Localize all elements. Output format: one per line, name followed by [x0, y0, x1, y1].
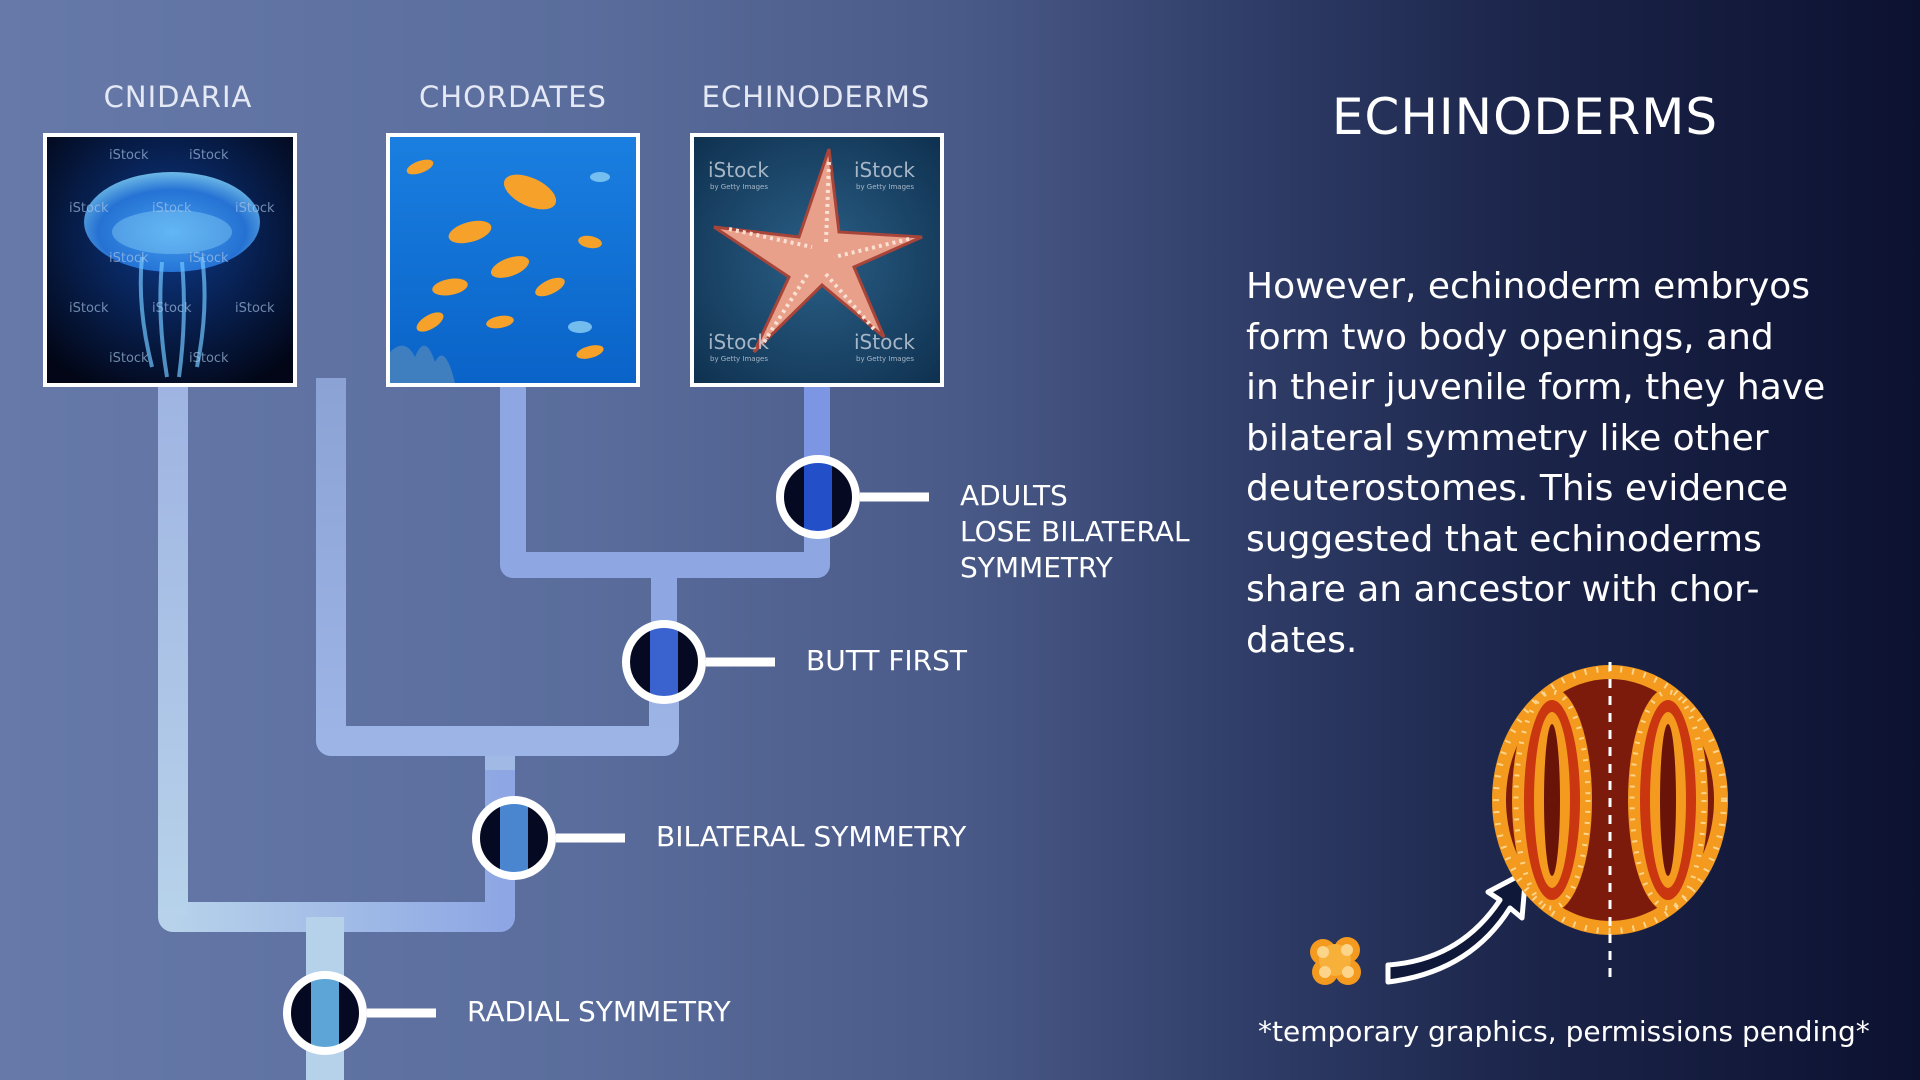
embryo-illustration: [1310, 662, 1728, 985]
watermark-text: iStock: [189, 148, 229, 163]
body-line: bilateral symmetry like other: [1246, 417, 1769, 459]
body-line: suggested that echinoderms: [1246, 518, 1762, 560]
body-line: However, echinoderm embryos: [1246, 266, 1811, 307]
body-line: share an ancestor with chor-: [1246, 569, 1760, 610]
node-label-line: SYMMETRY: [960, 551, 1113, 584]
group-label-chordates: CHORDATES: [419, 80, 607, 114]
watermark-text: iStock: [152, 301, 192, 316]
body-line: in their juvenile form, they have: [1246, 367, 1826, 408]
starfish-photo: iStock by Getty Images iStock by Getty I…: [690, 133, 944, 387]
body-line: form two body openings, and: [1246, 316, 1774, 358]
watermark-text: iStock: [189, 351, 229, 366]
watermark-text: iStock: [235, 201, 275, 216]
node-label-line: BILATERAL SYMMETRY: [656, 820, 967, 853]
group-label-cnidaria: CNIDARIA: [103, 80, 253, 114]
node-label-line: LOSE BILATERAL: [960, 515, 1190, 548]
body-line: deuterostomes. This evidence: [1246, 468, 1789, 509]
watermark-subtext: by Getty Images: [856, 355, 914, 363]
watermark-subtext: by Getty Images: [710, 355, 768, 363]
watermark-text: iStock: [109, 148, 149, 163]
watermark-text: iStock: [152, 201, 192, 216]
node-label-butt-first: BUTT FIRST: [806, 643, 967, 679]
watermark-text: iStock: [235, 301, 275, 316]
development-arrow-icon: [1385, 869, 1529, 985]
branch-cnidaria: [158, 386, 188, 916]
watermark-text: iStock: [69, 201, 109, 216]
body-line: dates.: [1246, 619, 1358, 661]
watermark-text: iStock: [854, 330, 915, 354]
node-label-line: ADULTS: [960, 479, 1068, 512]
jellyfish-photo: iStock iStock iStock iStock iStock iStoc…: [43, 133, 297, 387]
node-label-line: RADIAL SYMMETRY: [467, 995, 731, 1028]
node-label-line: BUTT FIRST: [806, 644, 968, 677]
watermark-subtext: by Getty Images: [856, 183, 914, 191]
footnote: *temporary graphics, permissions pending…: [1258, 1015, 1870, 1048]
fish-photo: [386, 133, 640, 387]
node-label-radial-symmetry: RADIAL SYMMETRY: [467, 994, 731, 1030]
branch-chordate-echinoderm-split: [500, 386, 830, 578]
watermark-text: iStock: [189, 251, 229, 266]
larva-icon: [1492, 662, 1728, 980]
watermark-text: iStock: [708, 158, 769, 182]
watermark-text: iStock: [69, 301, 109, 316]
watermark-subtext: by Getty Images: [710, 183, 768, 191]
early-embryo-icon: [1310, 937, 1361, 985]
node-label-adults-lose-bilateral: ADULTS LOSE BILATERAL SYMMETRY: [960, 478, 1190, 586]
node-butt-first: [622, 620, 775, 704]
watermark-text: iStock: [109, 251, 149, 266]
branch-root-upper: [306, 917, 344, 937]
watermark-text: iStock: [854, 158, 915, 182]
node-radial-symmetry: [283, 971, 436, 1055]
watermark-text: iStock: [109, 351, 149, 366]
panel-title: ECHINODERMS: [1331, 88, 1719, 146]
panel-body-text: However, echinoderm embryos form two bod…: [1246, 262, 1846, 666]
watermark-text: iStock: [708, 330, 769, 354]
group-label-echinoderms: ECHINODERMS: [701, 80, 931, 114]
branch-deuterostome-split: [316, 378, 679, 756]
node-label-bilateral-symmetry: BILATERAL SYMMETRY: [656, 819, 966, 855]
node-adults-lose-bilateral: [776, 455, 929, 539]
node-bilateral-symmetry: [472, 796, 625, 880]
